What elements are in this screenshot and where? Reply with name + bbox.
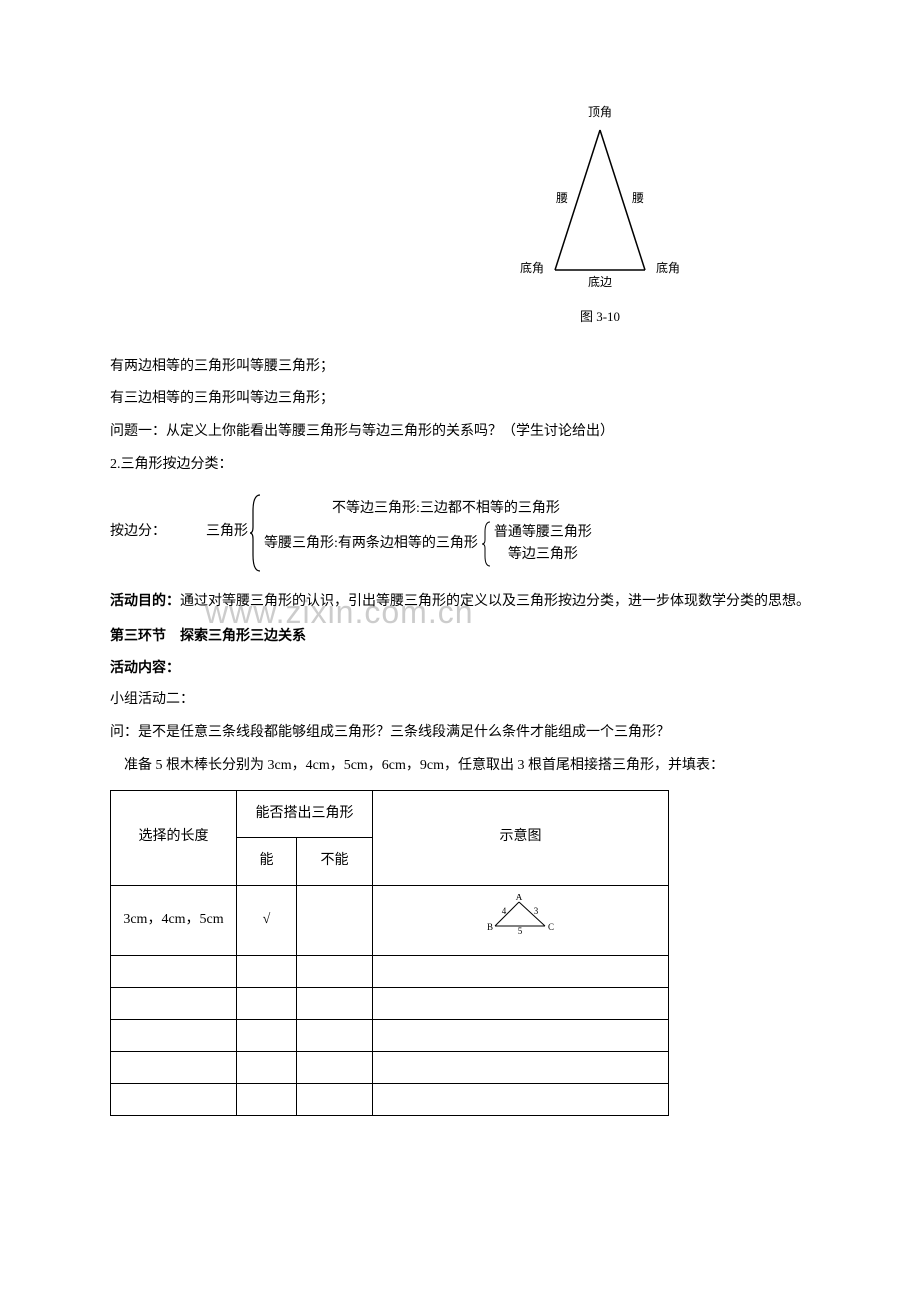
sub-branch-equilateral: 等边三角形: [494, 544, 592, 566]
table-row: [111, 1019, 669, 1051]
sub-branch-ordinary: 普通等腰三角形: [494, 522, 592, 544]
table-row: [111, 987, 669, 1019]
table-row: [111, 955, 669, 987]
activity-content-label: 活动内容：: [110, 652, 810, 683]
small-left-brace-icon: [480, 520, 492, 568]
table-header-can-build: 能否搭出三角形: [237, 790, 373, 838]
row1-can: √: [237, 886, 297, 956]
classification-formula: 按边分： 三角形 不等边三角形:三边都不相等的三角形 等腰三角形:有两条边相等的…: [110, 493, 810, 573]
branch-scalene: 不等边三角形:三边都不相等的三角形: [264, 498, 592, 520]
triangle-experiment-table: 选择的长度 能否搭出三角形 示意图 能 不能 3cm，4cm，5cm √ A B…: [110, 790, 669, 1116]
svg-text:A: A: [515, 894, 522, 902]
activity-purpose-label: 活动目的：: [110, 592, 180, 608]
svg-text:C: C: [547, 922, 553, 932]
definition-equilateral: 有三边相等的三角形叫等边三角形；: [110, 384, 810, 415]
branch-isosceles-prefix: 等腰三角形:有两条边相等的三角形: [264, 533, 478, 555]
base-label: 底边: [588, 274, 612, 289]
row1-cannot: [297, 886, 373, 956]
activity-purpose-text: 通过对等腰三角形的认识，引出等腰三角形的定义以及三角形按边分类，进一步体现数学分…: [180, 594, 810, 609]
definition-isosceles: 有两边相等的三角形叫等腰三角形；: [110, 352, 810, 383]
svg-text:5: 5: [517, 926, 522, 934]
diagram-caption: 图 3-10: [520, 303, 680, 332]
svg-text:4: 4: [501, 906, 506, 916]
question-one: 问题一：从定义上你能看出等腰三角形与等边三角形的关系吗？（学生讨论给出）: [110, 417, 810, 448]
table-header-diagram: 示意图: [373, 790, 669, 886]
classification-by-side-label: 按边分：: [110, 517, 166, 548]
classification-title: 2.三角形按边分类：: [110, 450, 810, 481]
question-text: 问：是不是任意三条线段都能够组成三角形？三条线段满足什么条件才能组成一个三角形？: [110, 718, 810, 749]
preparation-text: 准备 5 根木棒长分别为 3cm，4cm，5cm，6cm，9cm，任意取出 3 …: [110, 751, 810, 782]
table-header-lengths: 选择的长度: [111, 790, 237, 886]
mini-triangle-svg: A B C 4 3 5: [481, 894, 561, 934]
isosceles-triangle-diagram: 顶角 腰 腰 底角 底角 底边 图 3-10: [390, 100, 810, 332]
svg-text:B: B: [486, 922, 492, 932]
right-base-angle-label: 底角: [656, 260, 680, 275]
section-three-title: 第三环节 探索三角形三边关系: [110, 620, 810, 651]
table-row: [111, 1051, 669, 1083]
activity-purpose: 活动目的：通过对等腰三角形的认识，引出等腰三角形的定义以及三角形按边分类，进一步…: [110, 585, 810, 618]
left-base-angle-label: 底角: [520, 260, 544, 275]
left-side-label: 腰: [556, 191, 568, 205]
table-header-can: 能: [237, 838, 297, 886]
isosceles-triangle-svg: 顶角 腰 腰 底角 底角 底边: [520, 100, 680, 300]
row1-lengths: 3cm，4cm，5cm: [111, 886, 237, 956]
group-activity-two: 小组活动二：: [110, 685, 810, 716]
table-row: [111, 1083, 669, 1115]
right-side-label: 腰: [632, 191, 644, 205]
svg-text:3: 3: [533, 906, 538, 916]
left-brace-icon: [248, 493, 264, 573]
vertex-label: 顶角: [588, 105, 612, 119]
table-header-cannot: 不能: [297, 838, 373, 886]
triangle-head: 三角形: [206, 517, 248, 548]
table-row: 3cm，4cm，5cm √ A B C 4 3 5: [111, 886, 669, 956]
row1-diagram: A B C 4 3 5: [373, 886, 669, 956]
